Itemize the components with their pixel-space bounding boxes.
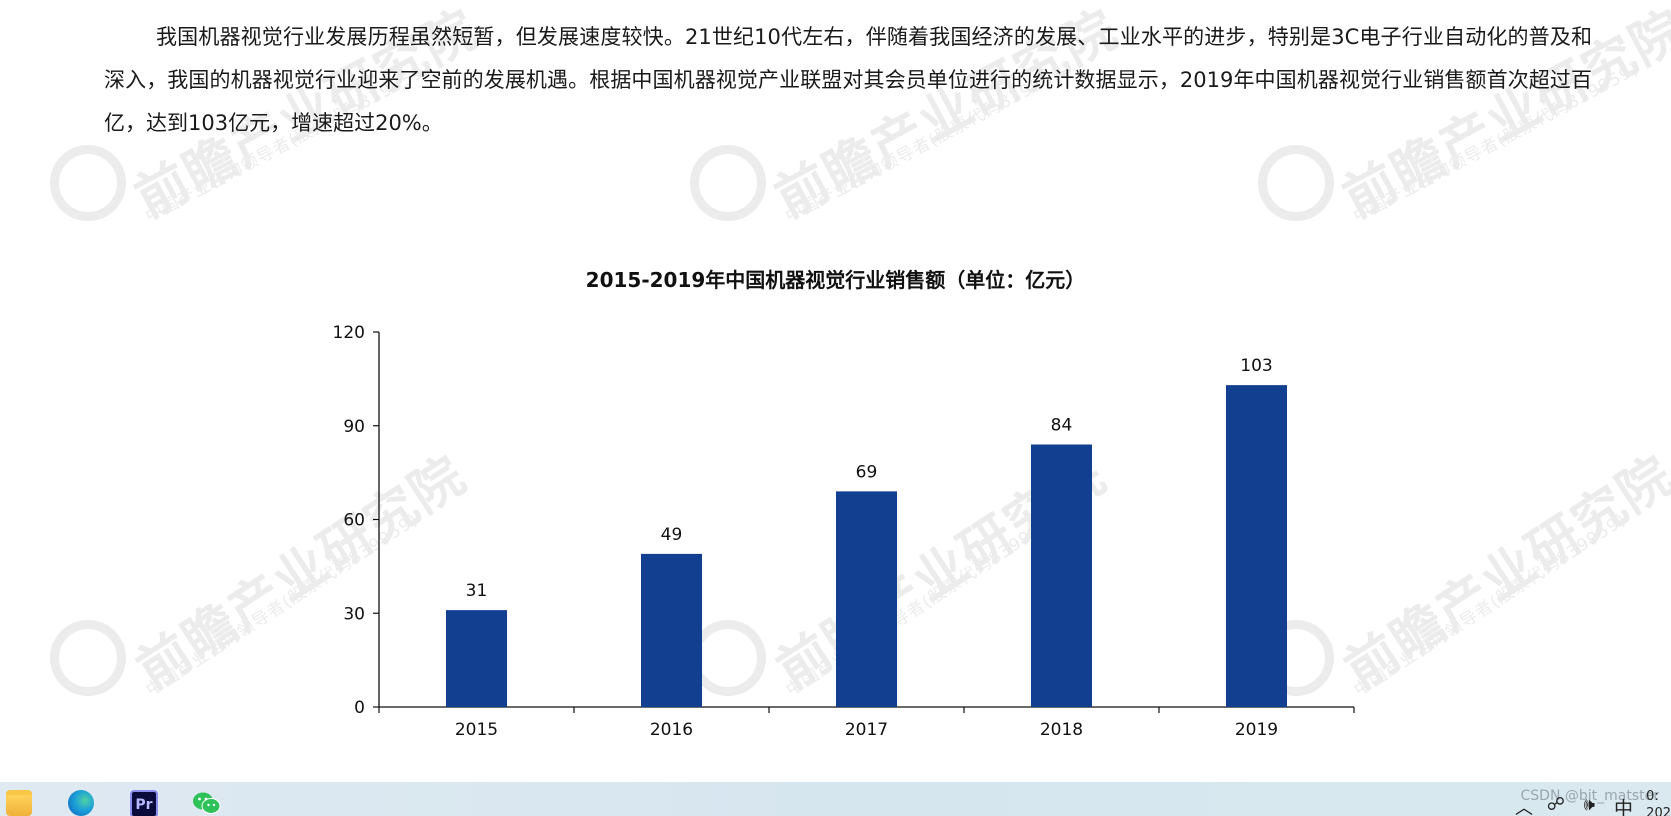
ime-indicator[interactable]: 中: [1613, 798, 1633, 816]
clock-time: 0:: [1646, 789, 1659, 804]
y-tick-label: 30: [343, 604, 365, 624]
folder-icon[interactable]: [6, 790, 32, 816]
y-tick-label: 90: [343, 417, 365, 437]
data-label: 103: [1240, 356, 1272, 376]
x-tick-label: 2015: [455, 720, 498, 740]
clock-date: 202: [1646, 806, 1671, 816]
bar: [1226, 385, 1287, 707]
csdn-watermark: CSDN @bit_matster: [1520, 788, 1660, 804]
bar: [641, 553, 702, 707]
clock[interactable]: 0: 202: [1646, 788, 1671, 816]
x-tick-label: 2019: [1235, 720, 1278, 740]
chart-title: 2015-2019年中国机器视觉行业销售额（单位：亿元）: [585, 268, 1086, 292]
body-paragraph: 我国机器视觉行业发展历程虽然短暂，但发展速度较快。21世纪10代左右，伴随着我国…: [104, 25, 1592, 135]
network-icon[interactable]: ☍: [1546, 794, 1565, 815]
system-tray: CSDN @bit_matster ︿ ☍ 🕪 中 0: 202: [1411, 784, 1671, 816]
bar: [446, 610, 507, 707]
data-label: 69: [856, 462, 878, 482]
data-label: 49: [661, 525, 683, 545]
bar-chart: 0 30 60 90 120 31 2015 49 2016 69 2017 84 2018 103 201…: [333, 323, 1355, 740]
chevron-up-icon[interactable]: ︿: [1515, 798, 1533, 816]
y-tick-label: 0: [354, 698, 365, 718]
data-label: 31: [466, 581, 488, 601]
data-label: 84: [1051, 416, 1073, 436]
edge-icon[interactable]: [68, 790, 94, 816]
premiere-icon[interactable]: Pr: [130, 790, 158, 816]
x-tick-label: 2017: [845, 720, 888, 740]
y-tick-label: 60: [343, 511, 365, 531]
bar: [836, 491, 897, 707]
x-tick-label: 2018: [1040, 720, 1083, 740]
y-tick-label: 120: [333, 323, 365, 343]
bar: [1031, 444, 1092, 707]
x-tick-label: 2016: [650, 720, 693, 740]
wechat-icon[interactable]: [192, 790, 222, 816]
volume-icon[interactable]: 🕪: [1583, 794, 1595, 815]
windows-taskbar: Pr CSDN @bit_matster ︿ ☍ 🕪 中 0: 202: [0, 782, 1671, 816]
